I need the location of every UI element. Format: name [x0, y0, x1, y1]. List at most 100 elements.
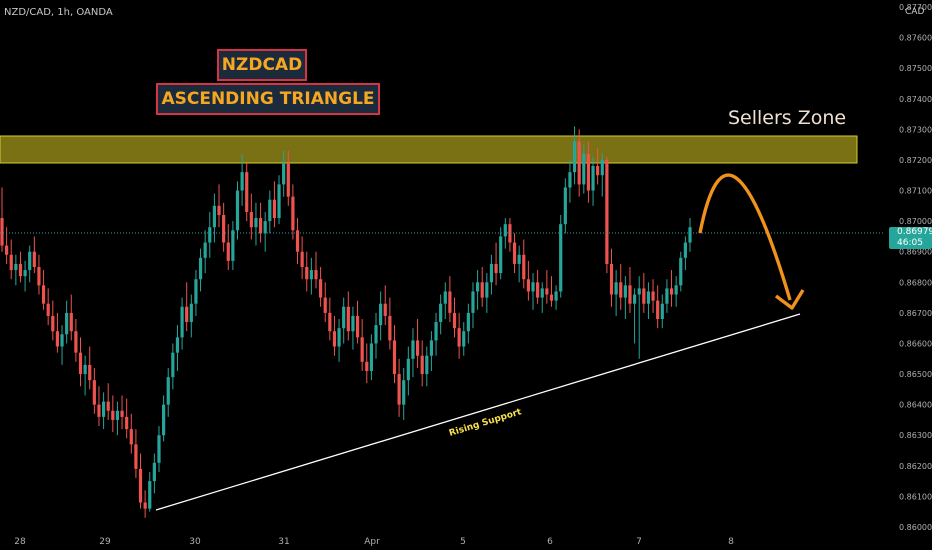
price-tick-label: 0.87200 — [899, 156, 932, 165]
bar-countdown: 46:05 — [897, 238, 923, 248]
candle — [332, 315, 337, 356]
candle — [65, 300, 69, 344]
price-tick-label: 0.86800 — [899, 278, 932, 287]
candle — [572, 126, 577, 185]
axis-currency: CAD — [905, 7, 925, 17]
candle — [189, 294, 193, 338]
candle — [646, 282, 651, 319]
candle — [632, 288, 637, 344]
price-axis[interactable]: 0.87700 0.87600 0.87500 0.87400 0.87300 0.872… — [899, 3, 932, 532]
candle — [503, 218, 507, 249]
candle — [282, 150, 286, 197]
candle — [642, 273, 646, 313]
candle — [305, 251, 309, 292]
candle — [669, 270, 674, 307]
time-tick-label: 5 — [460, 537, 466, 547]
candle — [277, 175, 281, 225]
candle — [365, 343, 369, 384]
candle — [249, 193, 253, 240]
candle — [222, 202, 226, 252]
candle — [448, 276, 452, 323]
candle — [157, 426, 161, 472]
candle — [180, 297, 184, 350]
price-tick-label: 0.86000 — [899, 523, 932, 532]
candle — [120, 395, 124, 430]
candle — [392, 325, 397, 384]
projection-arrow-curve — [698, 173, 792, 301]
candle — [582, 144, 586, 194]
current-price-tag[interactable]: 0.86979 46:05 — [889, 227, 932, 249]
time-tick-label: Apr — [364, 537, 380, 547]
candle — [32, 236, 36, 274]
candle — [46, 288, 50, 326]
candle — [328, 297, 332, 341]
current-price-value: 0.86979 — [897, 227, 932, 237]
candle — [596, 147, 600, 185]
candle — [337, 319, 341, 362]
candle — [411, 328, 415, 378]
candle — [619, 263, 623, 310]
candle — [138, 453, 143, 509]
sellers-zone-label: Sellers Zone — [728, 107, 847, 129]
candle — [254, 202, 258, 246]
price-tick-label: 0.87300 — [899, 125, 932, 134]
candle — [162, 395, 166, 442]
candle — [263, 211, 267, 252]
candle — [522, 239, 526, 289]
candle — [480, 267, 484, 307]
candle — [78, 337, 83, 387]
candle — [443, 282, 447, 319]
candle — [171, 343, 175, 390]
candle — [74, 319, 78, 362]
candle — [688, 218, 692, 252]
candle — [295, 218, 300, 264]
candle — [379, 291, 383, 341]
price-tick-label: 0.86900 — [899, 248, 932, 257]
time-tick-label: 6 — [547, 537, 553, 547]
projection-arrow-head — [774, 289, 805, 310]
candle — [245, 163, 249, 222]
candle — [605, 156, 609, 274]
candle — [226, 224, 230, 271]
candles-layer — [0, 126, 692, 518]
candle — [656, 285, 660, 329]
rising-support-line — [155, 313, 801, 511]
candle — [125, 398, 129, 439]
time-axis[interactable]: 28 29 30 31 Apr 5 6 7 8 — [14, 537, 734, 547]
candle — [494, 242, 498, 286]
candle — [439, 294, 443, 335]
candle — [346, 291, 350, 341]
price-tick-label: 0.86500 — [899, 370, 932, 379]
candle — [152, 453, 156, 494]
candle — [665, 279, 669, 313]
candle — [489, 254, 494, 295]
candle — [457, 312, 461, 359]
price-tick-label: 0.87000 — [899, 217, 932, 226]
candle — [420, 340, 424, 387]
candle — [545, 270, 549, 304]
candle — [549, 276, 554, 307]
candle — [240, 153, 244, 206]
candle — [208, 211, 212, 258]
candle — [536, 270, 540, 304]
candle — [69, 294, 73, 341]
candle — [360, 319, 364, 371]
price-tick-label: 0.87700 — [899, 3, 932, 12]
candle — [37, 254, 41, 295]
candle — [397, 358, 401, 417]
candle — [512, 233, 517, 274]
candle — [198, 248, 203, 292]
candle — [383, 285, 387, 326]
candle — [425, 346, 429, 387]
time-tick-label: 30 — [189, 537, 201, 547]
candle — [106, 383, 110, 420]
candle — [55, 312, 60, 353]
candle — [369, 334, 373, 381]
candle — [434, 312, 438, 356]
candle — [115, 401, 120, 436]
candle — [97, 386, 101, 427]
candle — [258, 202, 263, 243]
price-tick-label: 0.86600 — [899, 339, 932, 348]
